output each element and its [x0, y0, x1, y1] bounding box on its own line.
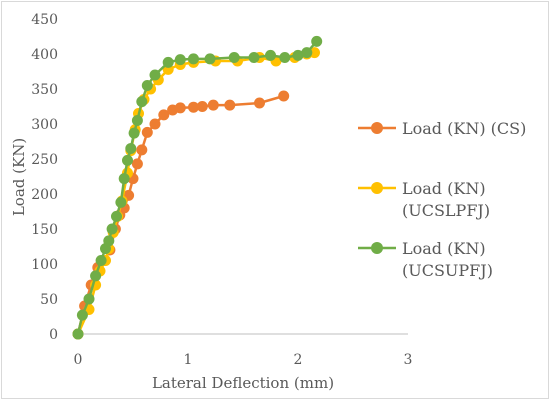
data-point — [125, 143, 137, 154]
legend-swatch-marker — [371, 242, 383, 254]
data-point — [131, 158, 143, 170]
y-tick-label: 250 — [31, 152, 58, 168]
data-point — [103, 235, 115, 247]
y-tick-label: 150 — [31, 222, 58, 238]
legend-item-1: Load (KN) (CS) — [358, 119, 526, 138]
data-point — [162, 56, 174, 68]
data-point — [115, 196, 127, 208]
data-point — [136, 96, 148, 108]
data-point — [122, 154, 133, 166]
data-point — [278, 90, 290, 102]
legend-label: (UCSUPFJ) — [402, 261, 493, 280]
data-point — [95, 255, 107, 266]
data-point — [174, 102, 186, 114]
legend-label: Load (KN) — [402, 239, 486, 258]
x-tick-label: 2 — [294, 352, 303, 368]
data-point — [136, 144, 148, 156]
data-point — [72, 328, 84, 340]
legend-swatch-marker — [371, 122, 383, 134]
data-point — [158, 109, 170, 121]
x-tick-label: 1 — [184, 352, 193, 368]
data-point — [111, 210, 122, 222]
data-point — [301, 47, 313, 59]
series-line — [76, 40, 318, 335]
legend-label: (UCSLPFJ) — [402, 201, 490, 220]
data-point — [207, 99, 219, 111]
data-point — [83, 293, 95, 305]
legend: Load (KN) (CS)Load (KN)(UCSLPFJ)Load (KN… — [358, 119, 526, 280]
data-series — [72, 35, 323, 340]
data-point — [149, 69, 161, 81]
legend-swatch-marker — [371, 182, 383, 194]
x-tick-labels: 0 1 2 3 — [74, 352, 413, 368]
data-point — [90, 270, 102, 282]
y-tick-label: 0 — [49, 327, 58, 343]
data-point — [204, 53, 216, 65]
y-tick-label: 400 — [31, 47, 58, 63]
y-axis-title: Load (KN) — [10, 138, 28, 216]
data-point — [311, 35, 323, 47]
y-tick-labels: 0 50 100 150 200 250 300 350 400 450 — [31, 12, 58, 343]
data-point — [228, 52, 240, 63]
legend-item-3: Load (KN) (UCSUPFJ) — [358, 239, 493, 280]
data-point — [174, 54, 186, 66]
y-tick-label: 450 — [31, 12, 58, 28]
data-point — [224, 99, 236, 111]
data-point — [248, 52, 260, 63]
data-point — [309, 47, 320, 59]
y-tick-label: 300 — [31, 117, 58, 133]
y-tick-label: 50 — [40, 292, 58, 308]
data-point — [188, 101, 199, 113]
data-point — [196, 101, 208, 112]
legend-label: Load (KN) (CS) — [402, 119, 526, 138]
data-point — [265, 49, 276, 61]
y-tick-label: 200 — [31, 187, 58, 203]
data-point — [141, 126, 153, 138]
legend-item-2: Load (KN) (UCSLPFJ) — [358, 179, 490, 220]
series-3 — [72, 35, 323, 340]
x-tick-label: 0 — [74, 352, 83, 368]
data-point — [279, 52, 291, 63]
x-axis-title: Lateral Deflection (mm) — [152, 374, 334, 392]
x-tick-label: 3 — [404, 352, 413, 368]
data-point — [131, 115, 143, 126]
data-point — [118, 173, 130, 185]
series-line — [76, 94, 285, 335]
data-point — [188, 53, 199, 65]
series-1 — [72, 90, 290, 340]
data-point — [292, 49, 304, 61]
y-tick-label: 100 — [31, 257, 58, 273]
data-point — [128, 127, 140, 139]
data-point — [141, 80, 153, 91]
data-point — [76, 309, 88, 321]
data-point — [106, 223, 118, 235]
data-point — [149, 118, 161, 130]
legend-label: Load (KN) — [402, 179, 486, 198]
data-point — [254, 97, 265, 109]
y-tick-label: 350 — [31, 82, 58, 98]
